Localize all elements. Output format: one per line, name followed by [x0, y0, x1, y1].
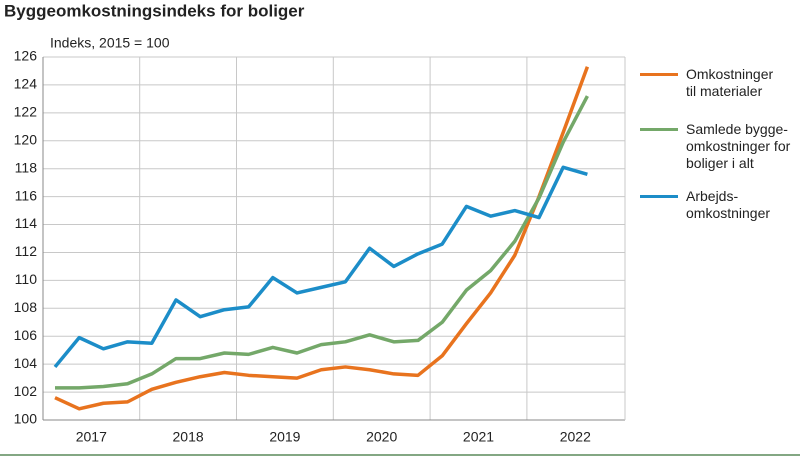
y-tick-label: 106: [14, 327, 38, 343]
y-tick-label: 116: [15, 187, 38, 203]
x-tick-label: 2022: [560, 429, 591, 445]
legend-swatch: [640, 195, 678, 198]
x-tick-label: 2018: [173, 429, 204, 445]
series-line: [55, 95, 589, 390]
y-tick-label: 100: [14, 411, 38, 427]
series-line: [53, 165, 588, 369]
y-tick-label: 122: [14, 104, 38, 120]
chart-title: Byggeomkostningsindeks for boliger: [4, 1, 305, 20]
x-tick-label: 2019: [269, 429, 300, 445]
y-tick-label: 120: [14, 131, 38, 147]
legend-swatch: [640, 73, 678, 76]
y-tick-label: 110: [15, 271, 38, 287]
subtitle: Indeks, 2015 = 100: [50, 35, 170, 51]
y-tick-label: 112: [15, 243, 38, 259]
legend-label: Arbejds- omkostninger: [686, 188, 771, 221]
y-tick-label: 108: [14, 299, 38, 315]
y-tick-label: 114: [15, 215, 38, 231]
legend-label: Omkostninger til materialer: [686, 66, 774, 99]
y-tick-label: 118: [15, 159, 38, 175]
legend-swatch: [640, 128, 678, 131]
series-line: [54, 66, 590, 411]
x-tick-label: 2020: [366, 429, 397, 445]
x-tick-label: 2021: [463, 429, 494, 445]
legend-label: Samlede bygge- omkostninger for boliger …: [686, 121, 791, 171]
y-tick-label: 102: [14, 383, 38, 399]
y-tick-label: 104: [14, 355, 38, 371]
y-tick-label: 124: [14, 76, 38, 92]
x-tick-label: 2017: [76, 429, 107, 445]
y-tick-label: 126: [14, 48, 38, 64]
